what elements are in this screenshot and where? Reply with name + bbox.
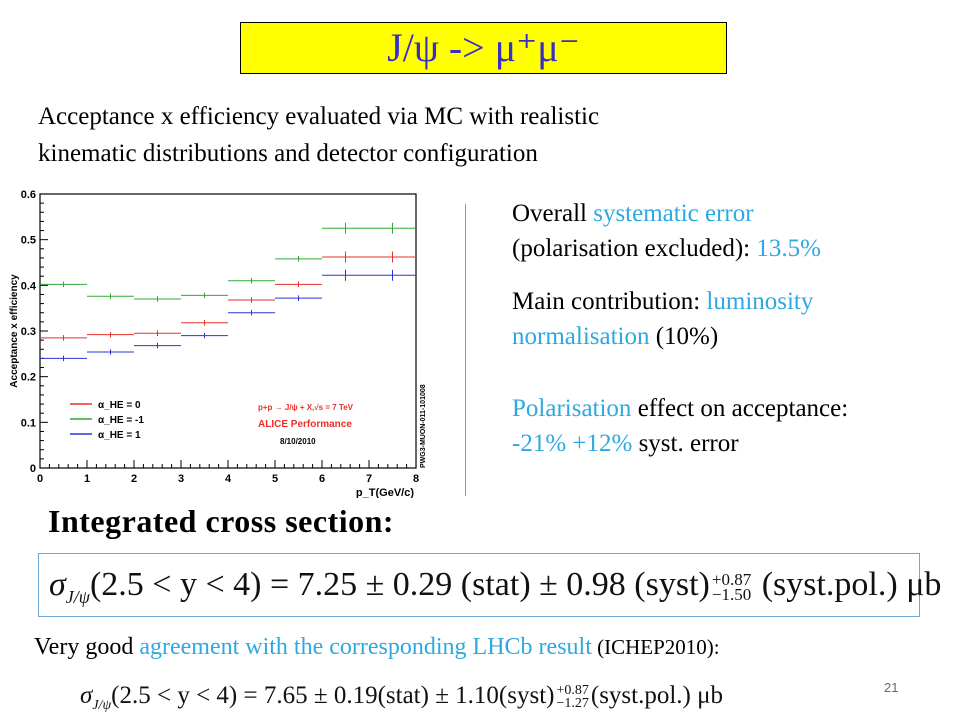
overall-prefix: Overall (512, 200, 594, 227)
cross-section-formula: σJ/ψ(2.5 < y < 4) = 7.25 ± 0.29 (stat) ±… (38, 553, 941, 617)
x-tick-label: 3 (178, 473, 184, 485)
divider-line (465, 204, 466, 496)
overall-systematic-text: Overall systematic error (polarisation e… (512, 196, 821, 266)
lhcb-sigma: σ (80, 682, 93, 709)
intro-line-2: kinematic distributions and detector con… (38, 140, 538, 167)
y-axis-label: Acceptance x efficiency (9, 274, 20, 388)
formula-subscript: J/ψ (65, 586, 90, 607)
plot-frame (39, 193, 417, 469)
formula-tail: (syst.pol.) μb (753, 566, 942, 603)
x-axis-label: p_T(GeV/c) (356, 487, 414, 498)
formula-low: −1.50 (711, 585, 752, 605)
polar-rest2: syst. error (632, 430, 739, 457)
y-tick-label: 0.3 (21, 326, 36, 338)
formula-body: (2.5 < y < 4) = 7.25 ± 0.29 (stat) ± 0.9… (89, 566, 710, 603)
lhcb-sup: +0.87 (556, 683, 589, 699)
annotation-date: 8/10/2010 (280, 437, 316, 446)
y-tick-label: 0 (30, 463, 36, 475)
overall-highlight: systematic error (593, 200, 754, 227)
formula-sigma: σ (49, 566, 66, 603)
side-label: PWG3-MUON-011-101008 (420, 384, 426, 468)
main-line2-highlight: normalisation (512, 323, 650, 350)
lhcb-uncertainty: +0.87 −1.27 (556, 683, 589, 712)
annotation-process: p+p → J/ψ + X,√s = 7 TeV (258, 403, 354, 412)
y-tick-label: 0.5 (21, 235, 36, 247)
legend-label-1: α_HE = -1 (98, 415, 144, 426)
annotation-performance: ALICE Performance (258, 419, 352, 430)
legend-label-0: α_HE = 0 (98, 400, 141, 411)
y-tick-label: 0.4 (21, 280, 37, 292)
lhcb-body: (2.5 < y < 4) = 7.65 ± 0.19(stat) ± 1.10… (111, 682, 555, 709)
x-tick-label: 7 (366, 473, 372, 485)
intro-text: Acceptance x efficiency evaluated via MC… (38, 98, 798, 172)
y-tick-label: 0.6 (21, 189, 36, 201)
intro-line-1: Acceptance x efficiency evaluated via MC… (38, 103, 600, 130)
x-tick-label: 6 (319, 473, 325, 485)
slide-title-text: J/ψ -> μ⁺μ⁻ (387, 25, 580, 70)
y-tick-label: 0.2 (21, 372, 36, 384)
agreement-highlight: agreement with the corresponding LHCb re… (139, 634, 592, 660)
lhcb-tail: (syst.pol.) μb (590, 682, 724, 709)
formula-sup: +0.87 (711, 570, 752, 590)
overall-value: 13.5% (756, 235, 821, 262)
polar-rest: effect on acceptance: (631, 395, 849, 422)
x-tick-label: 0 (37, 473, 43, 485)
agreement-suffix: (ICHEP2010): (591, 635, 720, 659)
polar-highlight: Polarisation (512, 395, 632, 422)
overall-line2: (polarisation excluded): (512, 235, 757, 262)
y-tick-label: 0.1 (21, 417, 36, 429)
agreement-text: Very good agreement with the correspondi… (34, 634, 720, 661)
x-tick-label: 8 (413, 473, 419, 485)
lhcb-formula: σJ/ψ(2.5 < y < 4) = 7.65 ± 0.19(stat) ± … (80, 676, 723, 726)
main-prefix: Main contribution: (512, 288, 707, 315)
page-number: 21 (884, 680, 899, 695)
polar-values: -21% +12% (512, 430, 633, 457)
acceptance-chart: 0 1 2 3 4 5 6 7 8 0 0.1 0.2 0.3 0.4 0.5 0.6 Acceptance x… (9, 189, 426, 498)
x-tick-label: 1 (84, 473, 90, 485)
x-tick-label: 2 (131, 473, 137, 485)
main-highlight: luminosity (706, 288, 814, 315)
slide-title: J/ψ -> μ⁺μ⁻ (240, 22, 727, 74)
main-line2-rest: (10%) (649, 323, 719, 350)
agreement-prefix: Very good (34, 634, 140, 660)
x-tick-label: 5 (272, 473, 278, 485)
lhcb-low: −1.27 (556, 696, 589, 712)
formula-uncertainty: +0.87 −1.50 (711, 570, 752, 605)
legend-label-2: α_HE = 1 (98, 430, 141, 441)
main-contribution-text: Main contribution: luminosity normalisat… (512, 284, 813, 354)
cross-section-heading: Integrated cross section: (48, 503, 395, 539)
polarisation-text: Polarisation effect on acceptance: -21% … (512, 391, 848, 461)
x-tick-label: 4 (225, 473, 232, 485)
lhcb-subscript: J/ψ (92, 698, 112, 713)
